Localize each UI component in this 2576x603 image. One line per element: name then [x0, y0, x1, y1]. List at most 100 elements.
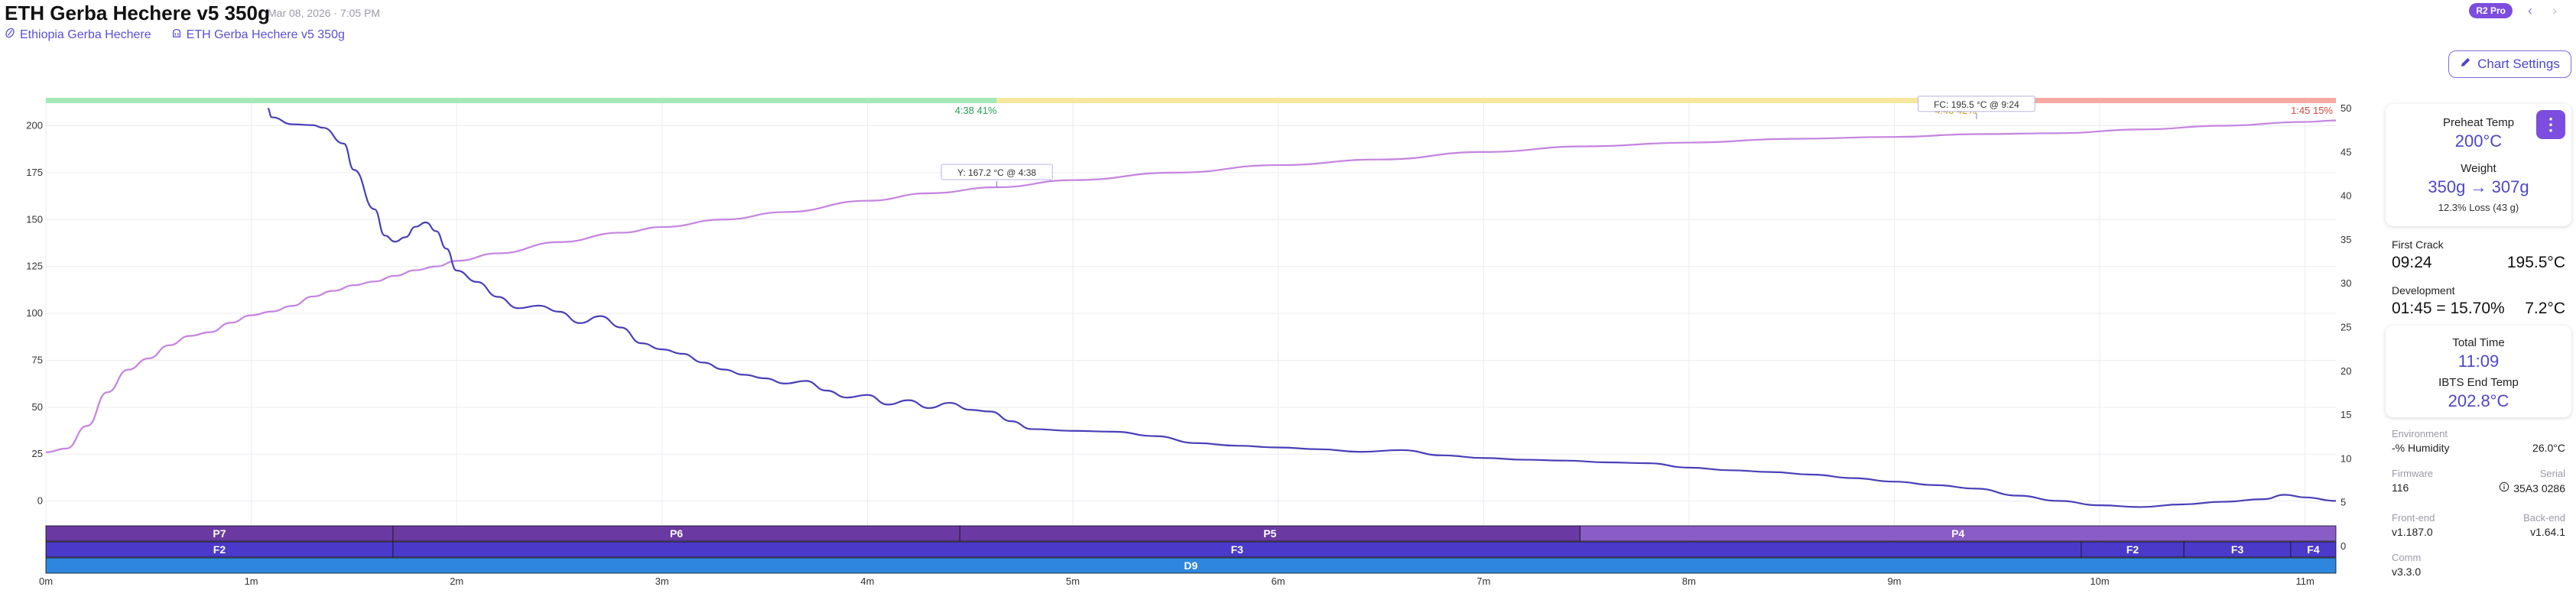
backend-value: v1.64.1: [2530, 526, 2565, 538]
total-time-value: 11:09: [2457, 352, 2500, 371]
y-left-tick-label: 25: [32, 448, 43, 459]
x-tick-label: 6m: [1272, 575, 1285, 587]
y-right-tick-label: 45: [2340, 146, 2351, 157]
device-badge: R2 Pro: [2469, 3, 2513, 18]
humidity-value: -% Humidity: [2392, 442, 2450, 454]
breadcrumb-roast[interactable]: ETH Gerba Hechere v5 350g: [171, 28, 345, 42]
phase-label-development: 1:45 15%: [2291, 105, 2333, 116]
roast-date: Mar 08, 2026 · 7:05 PM: [268, 7, 381, 19]
previous-roast-button[interactable]: ‹: [2522, 3, 2538, 19]
serial-value: 35A3 0286: [2513, 481, 2565, 494]
breadcrumb-bean-label: Ethiopia Gerba Hechere: [20, 28, 151, 41]
y-right-tick-label: 30: [2340, 277, 2351, 289]
yellow-annotation-text: Y: 167.2 °C @ 4:38: [957, 167, 1036, 178]
y-right-tick-label: 0: [2340, 540, 2346, 552]
roast-icon: [171, 28, 182, 42]
chart-lines: [45, 107, 2337, 508]
y-left-tick-label: 175: [26, 167, 43, 178]
y-right-tick-label: 35: [2340, 234, 2351, 245]
comm-label: Comm: [2392, 552, 2422, 563]
x-tick-label: 10m: [2090, 575, 2109, 587]
comm-value: v3.3.0: [2392, 566, 2422, 578]
power-row-label: P4: [1951, 527, 1964, 540]
frontend-value: v1.187.0: [2392, 526, 2433, 538]
power-row-label: P5: [1263, 527, 1276, 540]
weight-values: 350g → 307g: [2386, 177, 2571, 197]
y-left-tick-label: 75: [32, 354, 43, 365]
y-right-tick-label: 20: [2340, 365, 2351, 377]
fan-row-segment: [2290, 541, 2337, 558]
fan-row-label: F3: [1231, 543, 1244, 556]
first-crack-annotation-text: FC: 195.5 °C @ 9:24: [1934, 99, 2019, 110]
chevron-right-icon: ›: [2552, 3, 2557, 18]
device-info-card: Environment -% Humidity 26.0°C Firmware …: [2386, 423, 2571, 599]
weight-label: Weight: [2461, 162, 2496, 175]
phase-bar-drying: [46, 98, 997, 103]
y-left-tick-label: 125: [26, 261, 43, 272]
weight-end: 307g: [2491, 177, 2529, 196]
first-crack-temp: 195.5°C: [2506, 254, 2565, 271]
preheat-weight-card: ⋮ Preheat Temp 200°C Weight 350g → 307g …: [2386, 104, 2571, 226]
power-row-label: P7: [213, 527, 226, 540]
vertical-dots-icon: ⋮: [2542, 115, 2559, 134]
drum-row-label: D9: [1184, 559, 1198, 572]
y-right-tick-label: 5: [2340, 497, 2346, 508]
breadcrumb-roast-label: ETH Gerba Hechere v5 350g: [186, 28, 345, 41]
x-tick-label: 7m: [1476, 575, 1490, 587]
x-tick-label: 8m: [1682, 575, 1696, 587]
environment-label: Environment: [2392, 428, 2448, 439]
environment-temp: 26.0°C: [2532, 442, 2565, 454]
weight-loss: 12.3% Loss (43 g): [2438, 202, 2519, 213]
y-right-tick-label: 10: [2340, 452, 2351, 464]
y-left-tick-label: 200: [26, 119, 43, 131]
roast-chart[interactable]: 4:38 41%4:46 42%1:45 15% Y: 167.2 °C @ 4…: [0, 84, 2363, 600]
fan-row-label: F2: [213, 543, 226, 556]
bean-icon: [5, 28, 15, 42]
phase-label-drying: 4:38 41%: [955, 105, 997, 116]
bean-temp-line: [45, 119, 2337, 453]
fan-row-label: F4: [2307, 543, 2320, 556]
firmware-label: Firmware: [2392, 468, 2434, 479]
control-rows: P7 P6 P5 P4 F2 F3 F2 F3 F4 D9: [45, 525, 2337, 574]
chart-axes: 0m 1m 2m 3m 4m 5m 6m 7m 8m 9m 10m 11m02550751001251…: [26, 102, 2351, 587]
y-right-tick-label: 25: [2340, 322, 2351, 333]
pencil-icon: [2460, 57, 2471, 72]
chevron-left-icon: ‹: [2528, 3, 2532, 18]
x-tick-label: 2m: [450, 575, 463, 587]
power-row-segment: [1580, 525, 2337, 542]
frontend-label: Front-end: [2392, 512, 2435, 524]
power-row-label: P6: [670, 527, 683, 540]
first-crack-time: 09:24: [2392, 254, 2432, 271]
development-value: 01:45 = 15.70%: [2392, 300, 2505, 317]
chart-settings-label: Chart Settings: [2477, 57, 2560, 71]
y-right-tick-label: 40: [2340, 190, 2351, 202]
phase-bars: 4:38 41%4:46 42%1:45 15%: [46, 98, 2336, 116]
y-left-tick-label: 50: [32, 401, 43, 413]
next-roast-button[interactable]: ›: [2547, 3, 2562, 19]
breadcrumb-bean[interactable]: Ethiopia Gerba Hechere: [5, 28, 151, 42]
total-time-label: Total Time: [2452, 336, 2505, 349]
y-left-tick-label: 100: [26, 307, 43, 319]
yellow-annotation-box: [940, 164, 1053, 180]
chart-annotations: Y: 167.2 °C @ 4:38 FC: 195.5 °C @ 9:24: [940, 96, 2035, 188]
backend-label: Back-end: [2523, 512, 2565, 524]
crack-development-card: First Crack 09:24 195.5°C Development 01…: [2386, 232, 2571, 321]
x-tick-label: 1m: [245, 575, 258, 587]
chart-settings-button[interactable]: Chart Settings: [2448, 50, 2571, 78]
y-right-tick-label: 15: [2340, 409, 2351, 420]
serial-label: Serial: [2539, 468, 2565, 479]
serial-value-group[interactable]: 35A3 0286: [2499, 481, 2565, 494]
ibts-label: IBTS End Temp: [2438, 376, 2519, 389]
arrow-right-icon: →: [2470, 177, 2487, 196]
ibts-value: 202.8°C: [2448, 391, 2509, 410]
first-crack-annotation-box: [1918, 96, 2035, 112]
fan-row-label: F2: [2126, 543, 2139, 556]
breadcrumb: Ethiopia Gerba Hechere ETH Gerba Hechere…: [5, 28, 345, 42]
more-options-button[interactable]: ⋮: [2536, 110, 2565, 139]
fan-row-label: F3: [2231, 543, 2244, 556]
phase-bar-maillard: [996, 98, 1977, 103]
page-title: ETH Gerba Hechere v5 350g: [5, 2, 270, 24]
preheat-value: 200°C: [2454, 131, 2503, 151]
y-left-tick-label: 0: [37, 495, 43, 507]
weight-start: 350g: [2428, 177, 2466, 196]
